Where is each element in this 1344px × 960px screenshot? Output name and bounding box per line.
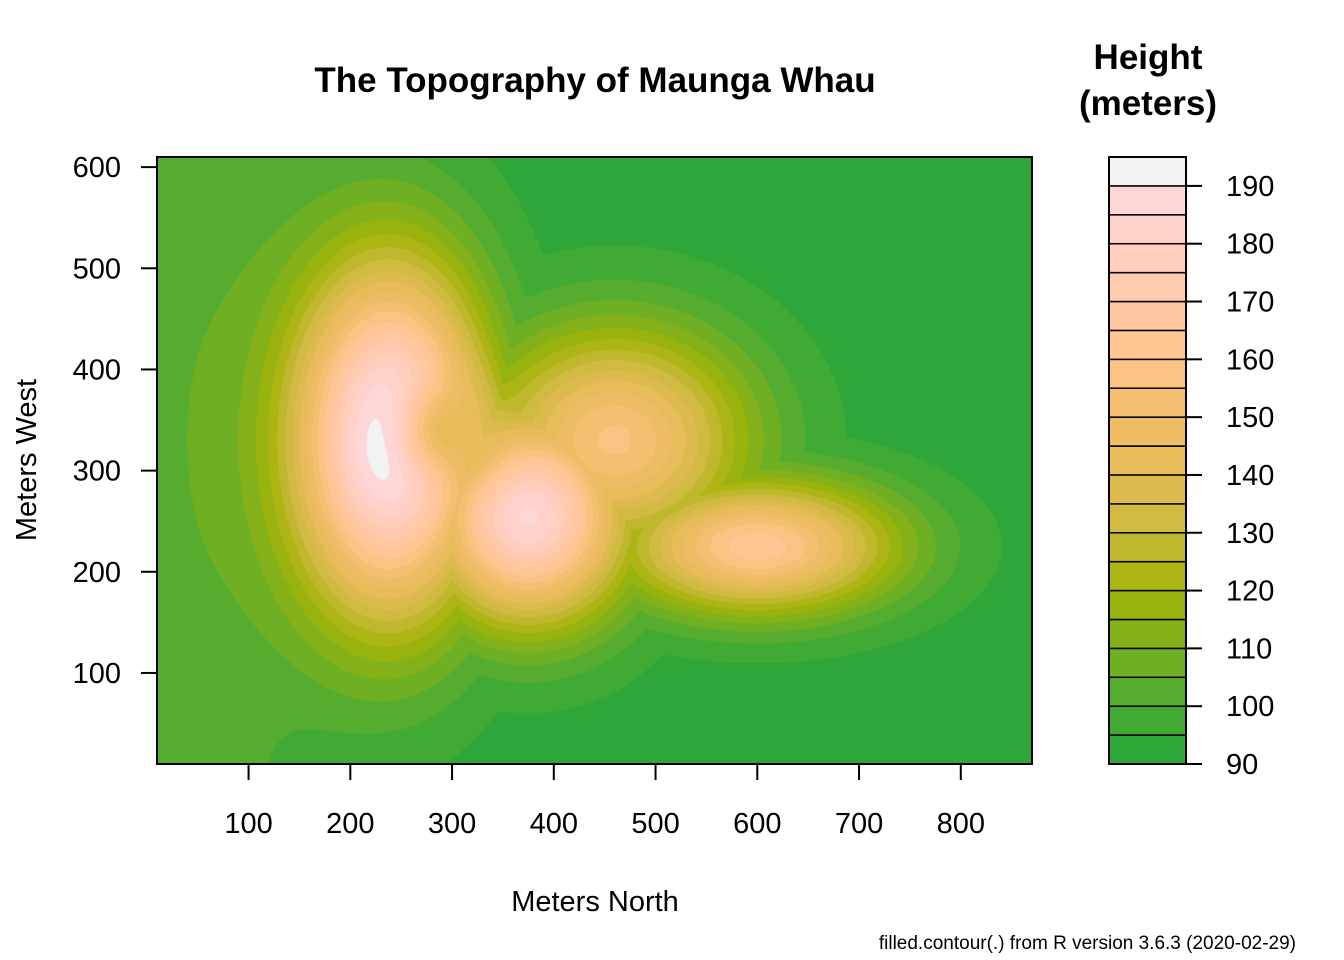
legend-tick-label: 110 bbox=[1226, 633, 1272, 665]
color-legend: 90 100 110 120 130 140 150 160 170 180 190 bbox=[1108, 156, 1274, 781]
y-axis: 100 200 300 400 500 600 bbox=[73, 152, 158, 690]
legend-swatch bbox=[1108, 560, 1187, 592]
x-tick-label: 300 bbox=[428, 808, 476, 840]
legend-swatch bbox=[1108, 647, 1187, 679]
x-axis: 100 200 300 400 500 600 700 800 bbox=[224, 763, 985, 840]
legend-swatch bbox=[1108, 589, 1187, 621]
x-tick-label: 600 bbox=[733, 808, 781, 840]
chart-title: The Topography of Maunga Whau bbox=[314, 61, 875, 100]
legend-tick-label: 180 bbox=[1226, 229, 1274, 261]
legend-swatch bbox=[1108, 242, 1187, 274]
legend-swatch bbox=[1108, 734, 1187, 765]
legend-swatch bbox=[1108, 474, 1187, 505]
legend-swatch bbox=[1108, 358, 1187, 389]
y-tick-label: 400 bbox=[73, 354, 121, 386]
x-tick-label: 200 bbox=[326, 808, 374, 840]
legend-tick-label: 120 bbox=[1226, 576, 1274, 608]
legend-tick-label: 150 bbox=[1226, 402, 1274, 434]
legend-swatch bbox=[1108, 503, 1187, 534]
legend-title-line-1: Height bbox=[1094, 38, 1203, 77]
y-axis-label: Meters West bbox=[11, 379, 43, 541]
legend-swatch bbox=[1108, 618, 1187, 650]
x-tick-label: 800 bbox=[937, 808, 985, 840]
legend-swatch bbox=[1108, 705, 1187, 736]
legend-tick-label: 100 bbox=[1226, 691, 1274, 723]
legend-swatch bbox=[1108, 185, 1187, 216]
x-tick-label: 400 bbox=[530, 808, 578, 840]
legend-swatch bbox=[1108, 156, 1187, 187]
x-tick-label: 100 bbox=[224, 808, 272, 840]
x-axis-label: Meters North bbox=[511, 886, 679, 918]
legend-border bbox=[1108, 156, 1187, 765]
legend-swatch bbox=[1108, 214, 1187, 245]
y-tick-label: 600 bbox=[73, 152, 121, 184]
y-tick-label: 500 bbox=[73, 253, 121, 285]
legend-swatch bbox=[1108, 300, 1187, 332]
legend-swatch bbox=[1108, 329, 1187, 361]
plot-area bbox=[156, 156, 1033, 765]
legend-swatch bbox=[1108, 416, 1187, 447]
legend-tick-label: 130 bbox=[1226, 518, 1274, 550]
legend-swatch bbox=[1108, 676, 1187, 707]
x-tick-label: 500 bbox=[631, 808, 679, 840]
legend-title-line-2: (meters) bbox=[1079, 84, 1217, 123]
legend-swatch bbox=[1108, 387, 1187, 418]
legend-tick-label: 90 bbox=[1226, 749, 1258, 781]
legend-tick-label: 190 bbox=[1226, 171, 1274, 203]
legend-swatch bbox=[1108, 445, 1187, 476]
legend-tick-label: 160 bbox=[1226, 344, 1274, 376]
legend-tick-label: 140 bbox=[1226, 460, 1274, 492]
y-tick-label: 100 bbox=[73, 658, 121, 690]
legend-swatch bbox=[1108, 271, 1187, 303]
legend-swatch bbox=[1108, 532, 1187, 563]
contour-fill bbox=[157, 157, 1032, 764]
x-tick-label: 700 bbox=[835, 808, 883, 840]
legend-tick-label: 170 bbox=[1226, 287, 1274, 319]
y-tick-label: 300 bbox=[73, 456, 121, 488]
y-tick-label: 200 bbox=[73, 557, 121, 589]
legend-title: Height (meters) bbox=[1079, 38, 1217, 123]
caption: filled.contour(.) from R version 3.6.3 (… bbox=[879, 933, 1296, 954]
